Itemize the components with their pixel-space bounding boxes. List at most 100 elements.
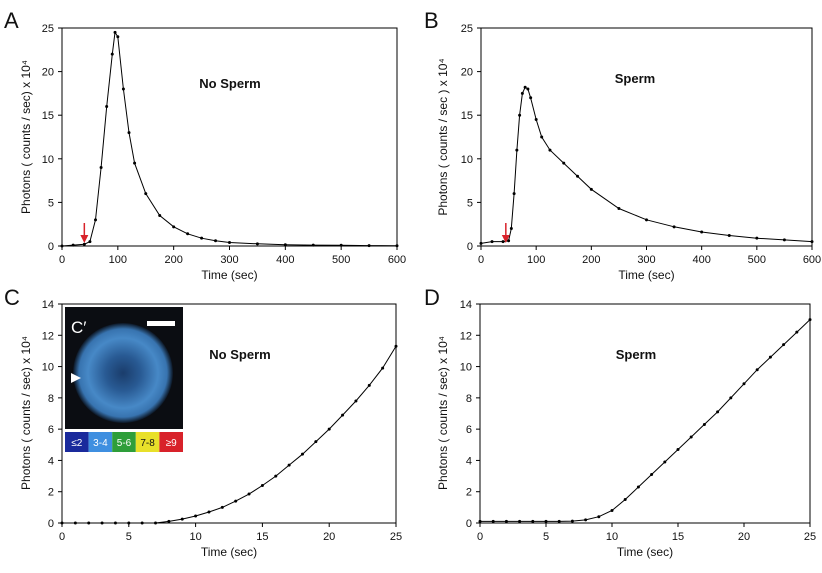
panel-b-data-point xyxy=(501,240,505,244)
panel-d-data-point xyxy=(584,518,588,522)
panel-b-y-axis-label: Photons ( counts / sec ) x 10⁴ xyxy=(436,58,450,215)
panel-a-data-point xyxy=(311,243,315,247)
panel-b-data-point xyxy=(562,161,566,165)
panel-a-data-point xyxy=(283,243,287,247)
panel-c-data-point xyxy=(381,366,385,370)
panel-c-y-tick-label: 6 xyxy=(48,424,54,436)
panel-a-data-point xyxy=(121,87,125,91)
panel-d-plot-frame xyxy=(479,303,811,524)
panel-c-y-tick-label: 4 xyxy=(48,455,54,467)
panel-c-x-tick-label: 25 xyxy=(390,531,402,543)
panel-a-data-point xyxy=(110,52,114,56)
panel-b-data-point xyxy=(507,239,511,243)
panel-d-annotation: Sperm xyxy=(616,347,656,362)
panel-a-x-tick-label: 600 xyxy=(388,254,406,266)
colorbar-swatch xyxy=(88,432,113,452)
panel-b-x-tick-label: 200 xyxy=(582,254,600,266)
panel-d-data-point xyxy=(689,435,693,439)
panel-a-data-point xyxy=(116,35,120,39)
panel-a-data-point xyxy=(113,30,117,34)
panel-b-x-tick-label: 400 xyxy=(692,254,710,266)
panel-d-chart: 0 5 10 15 20 25 0 2 4 6 8 10 12 14 Time (sec) Photons (… xyxy=(424,285,816,559)
panel-d-y-tick-label: 12 xyxy=(460,330,472,342)
panel-d-y-tick-label: 6 xyxy=(466,424,472,436)
panel-d-data-point xyxy=(518,519,522,523)
panel-a-y-axis-label: Photons ( counts / sec) x 10⁴ xyxy=(19,60,33,214)
panel-b-data-point xyxy=(700,230,704,234)
panel-c-data-point xyxy=(73,521,77,525)
panel-c-data-point xyxy=(300,452,304,456)
panel-d-data-point xyxy=(610,508,614,512)
panel-d-letter: D xyxy=(424,285,440,310)
panel-a-series-line xyxy=(61,30,398,247)
panel-a-data-point xyxy=(367,244,371,248)
panel-c-y-tick-label: 8 xyxy=(48,393,54,405)
panel-c-data-point xyxy=(287,463,291,467)
panel-b-data-point xyxy=(479,241,483,245)
panel-b-data-point xyxy=(617,207,621,211)
panel-d-y-tick-label: 4 xyxy=(466,455,472,467)
colorbar-swatch xyxy=(65,432,89,452)
panel-a-data-point xyxy=(88,240,92,244)
panel-a-y-tick-label: 20 xyxy=(42,67,54,79)
panel-b-data-point xyxy=(589,187,593,191)
panel-b-y-tick-label: 10 xyxy=(461,154,473,166)
panel-a-data-point xyxy=(228,241,231,245)
panel-c-y-tick-label: 14 xyxy=(42,299,54,311)
panel-a-y-tick-label: 15 xyxy=(42,110,54,122)
panel-c-x-tick-label: 10 xyxy=(189,531,201,543)
panel-a-y-tick-label: 10 xyxy=(42,154,54,166)
panel-d-data-point xyxy=(570,519,574,523)
panel-d-data-point xyxy=(716,410,720,414)
panel-b-y-tick-label: 15 xyxy=(461,110,473,122)
panel-c-x-tick-label: 20 xyxy=(323,531,335,543)
panel-d-y-tick-label: 2 xyxy=(466,487,472,499)
panel-a-plot-frame xyxy=(61,27,398,247)
panel-b-x-axis-label: Time (sec) xyxy=(618,268,674,282)
panel-b-x-tick-label: 100 xyxy=(527,254,545,266)
panel-b-data-point xyxy=(515,148,519,152)
panel-c-data-point xyxy=(220,505,224,509)
panel-d-x-tick-label: 25 xyxy=(804,531,816,543)
panel-c-annotation: No Sperm xyxy=(209,347,270,362)
panel-b-annotation: Sperm xyxy=(615,71,655,86)
panel-a-y-tick-label: 5 xyxy=(48,197,54,209)
panel-a-data-point xyxy=(255,242,259,246)
panel-c-inset-image: C′ xyxy=(65,307,183,429)
panel-d-data-point xyxy=(755,368,759,372)
colorbar-label: ≥9 xyxy=(166,438,177,449)
panel-d-data-point xyxy=(636,485,640,489)
panel-b-y-tick-label: 20 xyxy=(461,67,473,79)
panel-a-x-axis-label: Time (sec) xyxy=(201,268,257,282)
panel-c-data-point xyxy=(394,344,398,348)
panel-c-plot-frame xyxy=(61,303,397,524)
panel-c-x-tick-label: 15 xyxy=(256,531,268,543)
panel-b-x-tick-label: 300 xyxy=(637,254,655,266)
panel-a-data-point xyxy=(105,104,109,108)
panel-d-data-point xyxy=(795,330,799,334)
panel-d-data-point xyxy=(702,422,706,426)
panel-b-x-tick-label: 0 xyxy=(478,254,484,266)
panel-a-data-point xyxy=(339,243,343,247)
colorbar-label: ≤2 xyxy=(71,438,82,449)
panel-a-letter: A xyxy=(4,8,19,33)
panel-c-data-point xyxy=(87,521,91,525)
panel-b-data-point xyxy=(518,113,522,117)
panel-c-data-point xyxy=(127,521,131,525)
panel-d-y-tick-label: 14 xyxy=(460,299,472,311)
panel-b-data-point xyxy=(755,236,759,240)
inset-label: C′ xyxy=(71,318,86,337)
panel-d-data-point xyxy=(504,519,508,523)
panel-a-data-point xyxy=(144,192,148,196)
panel-a-y-tick-label: 25 xyxy=(42,23,54,35)
panel-b-chart: 0 100 200 300 400 500 600 0 5 10 15 20 25 Time (sec) P… xyxy=(424,8,821,282)
panel-b-y-tick-label: 25 xyxy=(461,23,473,35)
panel-c-data-point xyxy=(274,474,278,478)
panel-a-x-tick-label: 200 xyxy=(164,254,182,266)
panel-d-x-tick-label: 5 xyxy=(543,531,549,543)
panel-c-data-point xyxy=(154,521,158,525)
panel-a-x-tick-label: 0 xyxy=(59,254,65,266)
panel-a-data-point xyxy=(99,166,103,170)
panel-a-y-tick-label: 0 xyxy=(48,241,54,253)
panel-d-data-point xyxy=(663,460,667,464)
